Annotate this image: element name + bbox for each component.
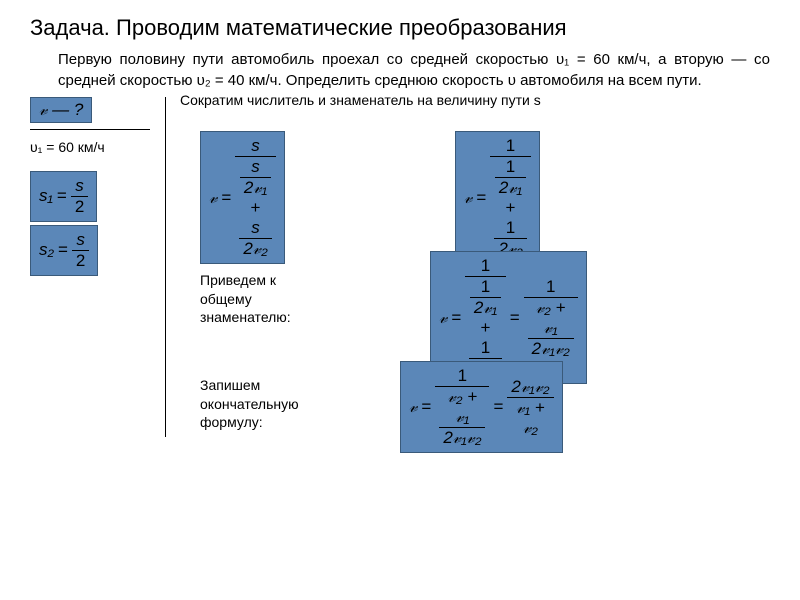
problem-statement: Первую половину пути автомобиль проехал … <box>30 49 770 91</box>
note-common-denom: Приведем к общему знаменателю: <box>200 271 320 326</box>
note-final: Запишем окончательную формулу: <box>200 376 330 431</box>
formula-v-step2: 𝓋 = 1 1 2𝓋₁ + 1 2𝓋₂ <box>455 131 540 264</box>
formula-v-final: 𝓋 = 1 𝓋₂ + 𝓋₁ 2𝓋₁𝓋₂ = 2𝓋₁𝓋₂ <box>400 361 563 453</box>
find-box: 𝓋 — ? <box>30 97 92 123</box>
formula-s1: s₁ = s 2 <box>30 171 97 222</box>
solution-column: Сократим числитель и знаменатель на вели… <box>180 91 790 109</box>
formula-v-step1: 𝓋 = s s 2𝓋₁ + s 2𝓋₂ <box>200 131 285 264</box>
page-title: Задача. Проводим математические преобраз… <box>30 15 770 41</box>
given-column: 𝓋 — ? υ₁ = 60 км/ч s₁ = s 2 s₂ = s 2 <box>30 97 160 278</box>
given-v1: υ₁ = 60 км/ч <box>30 138 160 156</box>
vertical-divider <box>165 97 166 437</box>
note-reduce: Сократим числитель и знаменатель на вели… <box>180 91 790 109</box>
divider <box>30 129 150 130</box>
formula-s2: s₂ = s 2 <box>30 225 98 276</box>
